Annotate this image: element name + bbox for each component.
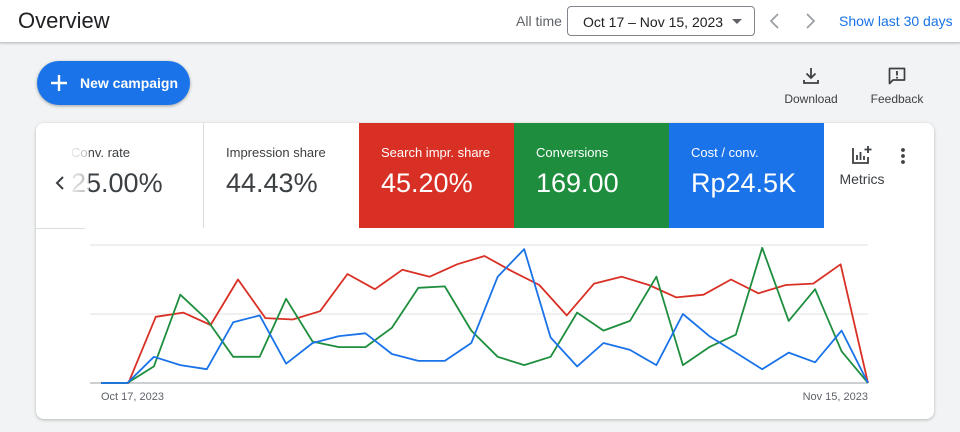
page-title: Overview — [18, 8, 110, 33]
performance-line-chart — [90, 244, 869, 384]
feedback-button[interactable]: Feedback — [862, 66, 932, 106]
new-campaign-button[interactable]: New campaign — [37, 61, 190, 105]
more-vert-icon[interactable] — [893, 145, 913, 167]
x-axis-start-label: Oct 17, 2023 — [101, 391, 164, 403]
plus-icon — [51, 75, 67, 91]
download-button[interactable]: Download — [776, 66, 846, 106]
date-range-value: Oct 17 – Nov 15, 2023 — [583, 14, 724, 30]
scorecard-cost-per-conv[interactable]: Cost / conv. Rp24.5K — [669, 123, 824, 228]
conversions-line — [101, 246, 869, 384]
scorecard-label: Search impr. share — [381, 145, 491, 160]
scorecard-value: 45.20% — [381, 168, 473, 198]
scorecard-divider — [36, 228, 85, 229]
feedback-icon — [888, 67, 906, 85]
scorecard-label: Impression share — [226, 145, 326, 160]
scorecard-search-impr-share[interactable]: Search impr. share 45.20% — [359, 123, 514, 228]
metrics-label: Metrics — [839, 171, 885, 187]
cost-per-conv-line — [101, 248, 869, 384]
scroll-fade — [36, 123, 89, 228]
overview-card: Conv. rate 25.00% Impression share 44.43… — [36, 123, 934, 419]
scorecard-value: 44.43% — [226, 168, 318, 198]
metrics-button[interactable]: Metrics — [832, 145, 892, 187]
scorecard-divider — [203, 123, 204, 228]
feedback-label: Feedback — [870, 92, 924, 106]
top-bar: Overview All time Oct 17 – Nov 15, 2023 … — [0, 0, 960, 43]
chevron-left-icon[interactable] — [48, 171, 72, 195]
scorecard-label: Cost / conv. — [691, 145, 759, 160]
scorecard-conversions[interactable]: Conversions 169.00 — [514, 123, 669, 228]
download-icon — [803, 68, 819, 84]
download-label: Download — [784, 92, 838, 106]
scorecard-impression-share[interactable]: Impression share 44.43% — [204, 123, 358, 228]
range-label: All time — [516, 13, 562, 29]
chevron-down-icon — [732, 19, 742, 24]
scorecard-value: 169.00 — [536, 168, 619, 198]
search-impr-share-line — [101, 255, 869, 384]
show-last-30-days-link[interactable]: Show last 30 days — [839, 13, 953, 29]
chevron-right-icon[interactable] — [798, 9, 822, 33]
date-range-select[interactable]: Oct 17 – Nov 15, 2023 — [567, 6, 755, 36]
scorecard-value: Rp24.5K — [691, 168, 797, 198]
chevron-left-icon[interactable] — [763, 9, 787, 33]
scorecard-label: Conversions — [536, 145, 609, 160]
new-campaign-label: New campaign — [80, 75, 179, 91]
add-chart-icon — [852, 146, 872, 164]
x-axis-end-label: Nov 15, 2023 — [802, 391, 868, 403]
